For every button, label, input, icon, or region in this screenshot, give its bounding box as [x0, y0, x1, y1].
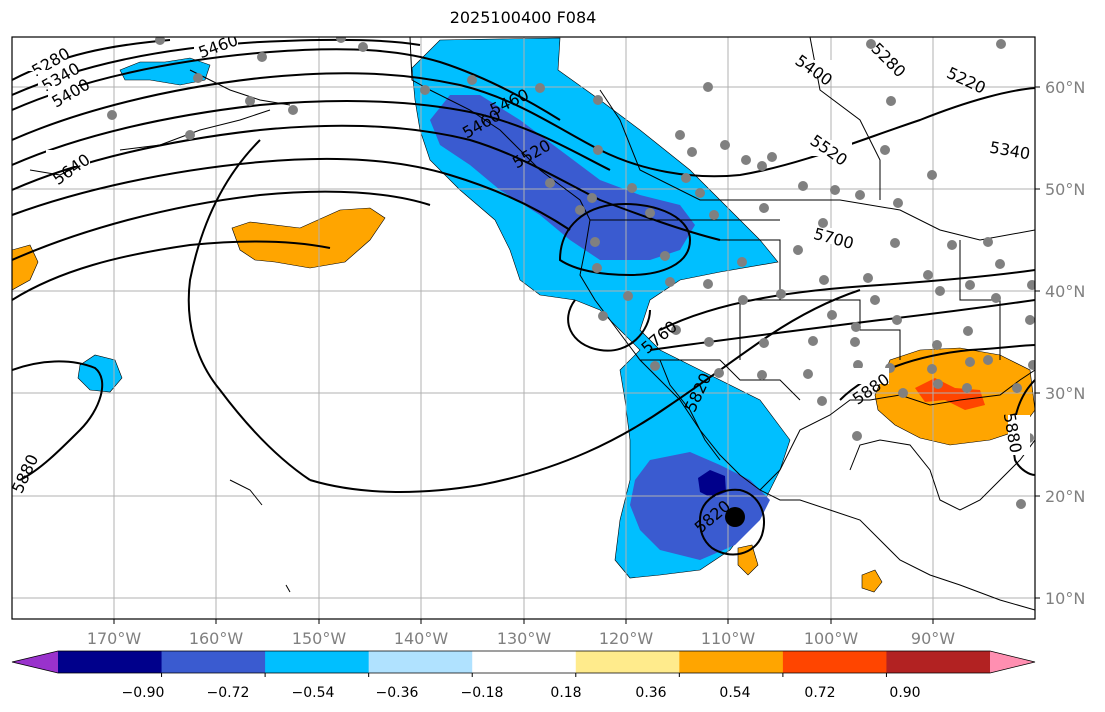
colorbar-tick-label: −0.36	[376, 685, 419, 701]
lon-label: 140°W	[394, 629, 449, 648]
height-contours	[12, 38, 1035, 556]
storm-center-marker	[725, 507, 745, 527]
positive-shading-pacific	[231, 207, 386, 269]
colorbar-segment	[472, 651, 577, 673]
colorbar-extend-low	[12, 651, 58, 673]
positive-shading-small-2	[861, 569, 883, 593]
colorbar-segment	[575, 651, 680, 673]
colorbar-segment	[161, 651, 266, 673]
colorbar-segment	[782, 651, 887, 673]
lon-label: 170°W	[87, 629, 142, 648]
lon-label: 110°W	[701, 629, 756, 648]
lat-label: 60°N	[1045, 78, 1085, 97]
latitude-labels: 60°N 50°N 40°N 30°N 20°N 10°N	[1045, 78, 1085, 608]
colorbar-tick-label: 0.90	[889, 685, 920, 701]
negative-shading-mid-south	[630, 452, 770, 560]
lon-label: 100°W	[804, 629, 859, 648]
longitude-labels: 170°W 160°W 150°W 140°W 130°W 120°W 110°…	[87, 629, 955, 648]
colorbar-segment	[58, 651, 163, 673]
negative-shading-mid	[430, 95, 695, 260]
colorbar-tick-label: 0.72	[804, 685, 835, 701]
colorbar-segment	[368, 651, 473, 673]
lat-label: 40°N	[1045, 282, 1085, 301]
lon-label: 130°W	[497, 629, 552, 648]
lon-label: 90°W	[911, 629, 955, 648]
coastlines	[29, 37, 1035, 611]
colorbar-tick-label: −0.18	[461, 685, 504, 701]
lon-label: 150°W	[292, 629, 347, 648]
lon-label: 160°W	[189, 629, 244, 648]
colorbar-outline	[11, 650, 1036, 674]
map-title: 2025100400 F084	[449, 8, 597, 27]
lat-label: 30°N	[1045, 384, 1085, 403]
colorbar-tick-label: 0.54	[719, 685, 750, 701]
lat-label: 10°N	[1045, 589, 1085, 608]
colorbar-segment	[265, 651, 370, 673]
colorbar-tick-label: −0.90	[122, 685, 165, 701]
contour-label: 5880	[585, 465, 626, 484]
lon-label: 120°W	[599, 629, 654, 648]
colorbar-extend-high	[990, 651, 1035, 673]
colorbar-segment	[679, 651, 784, 673]
colorbar-tick-label: 0.18	[550, 685, 581, 701]
graticule	[12, 37, 1035, 619]
colorbar-tick-labels: −0.90 −0.72 −0.54 −0.36 −0.18 0.18 0.36 …	[122, 685, 921, 701]
axis-ticks	[113, 86, 1040, 624]
colorbar-tick-label: −0.54	[292, 685, 335, 701]
colorbar-tick-label: 0.36	[635, 685, 666, 701]
colorbar-segment	[886, 651, 991, 673]
colorbar-tick-label: −0.72	[207, 685, 250, 701]
negative-shading-aleutian	[119, 57, 211, 86]
lat-label: 20°N	[1045, 487, 1085, 506]
colorbar	[11, 650, 1036, 677]
negative-shading-dark	[698, 470, 726, 498]
lat-label: 50°N	[1045, 180, 1085, 199]
